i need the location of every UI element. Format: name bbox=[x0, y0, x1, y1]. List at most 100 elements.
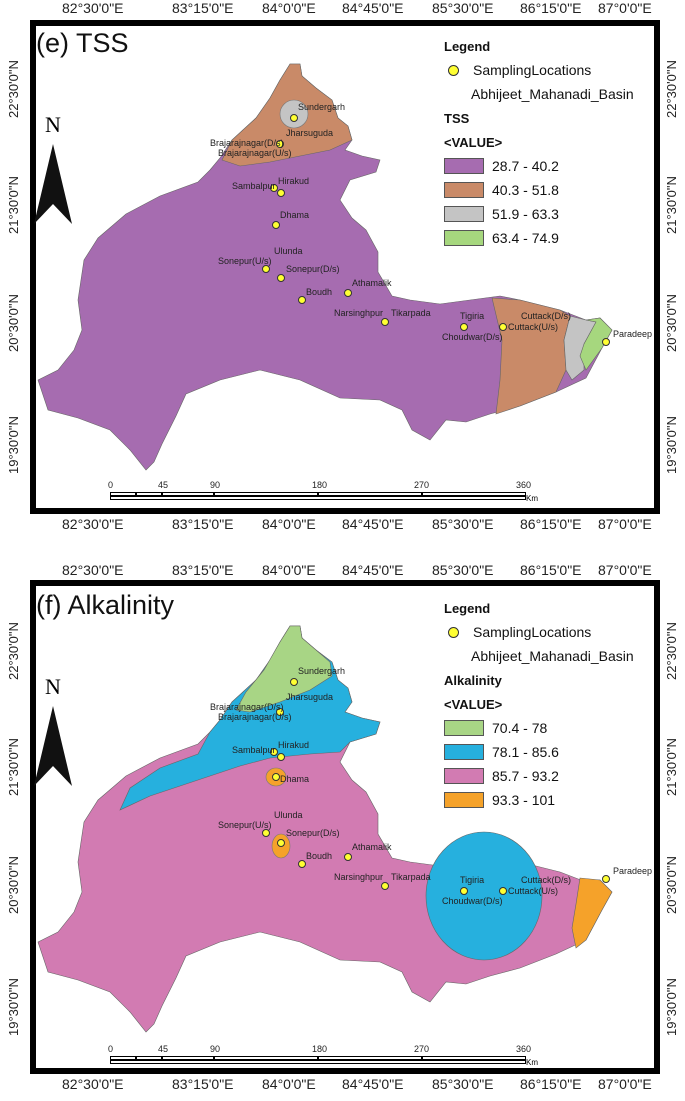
north-arrow: N bbox=[32, 112, 74, 233]
legend-class-row: 63.4 - 74.9 bbox=[444, 226, 656, 250]
site-label: Jharsuguda bbox=[286, 128, 334, 138]
lon-label-top: 86°15'0"E bbox=[520, 562, 582, 578]
lat-label-right: 21°30'0"N bbox=[664, 738, 679, 796]
legend-swatch bbox=[444, 230, 484, 246]
legend-heading: Legend bbox=[444, 38, 491, 54]
scale-tick: 0 bbox=[108, 480, 114, 490]
basin-zone-class2-east bbox=[491, 297, 571, 415]
lat-label-left: 22°30'0"N bbox=[6, 622, 21, 680]
scale-tick: 270 bbox=[414, 480, 430, 490]
site-label: Hirakud bbox=[278, 176, 310, 186]
basin-zone-class2-east bbox=[425, 831, 543, 961]
scale-tick: 90 bbox=[210, 1044, 221, 1054]
scale-segments bbox=[110, 1056, 526, 1065]
site-label: Paradeep bbox=[613, 866, 653, 876]
legend-basin-label: Abhijeet_Mahanadi_Basin bbox=[471, 648, 634, 664]
north-label: N bbox=[45, 674, 61, 699]
legend-sampling-label: SamplingLocations bbox=[473, 624, 592, 640]
map-canvas-alkalinity bbox=[37, 625, 613, 1033]
lat-label-left: 21°30'0"N bbox=[6, 176, 21, 234]
lat-label-left: 20°30'0"N bbox=[6, 294, 21, 352]
lat-label-right: 20°30'0"N bbox=[664, 856, 679, 914]
legend-class-row: 78.1 - 85.6 bbox=[444, 740, 656, 764]
legend-class-row: 40.3 - 51.8 bbox=[444, 178, 656, 202]
lon-label-bottom: 87°0'0"E bbox=[598, 1076, 652, 1092]
scale-tick: 0 bbox=[108, 1044, 114, 1054]
north-arrow-icon bbox=[34, 144, 72, 224]
legend-sampling-label: SamplingLocations bbox=[473, 62, 592, 78]
map-frame-top bbox=[30, 20, 660, 26]
legend-value-label: <VALUE> bbox=[444, 134, 503, 150]
map-frame-right bbox=[654, 20, 660, 514]
scale-tick: 270 bbox=[414, 1044, 430, 1054]
map-frame-bottom bbox=[30, 1068, 660, 1074]
legend-class-row: 51.9 - 63.3 bbox=[444, 202, 656, 226]
site-label: Sonepur(D/s) bbox=[286, 264, 340, 274]
site-label: Ulunda bbox=[274, 246, 303, 256]
scale-tick: 90 bbox=[210, 480, 221, 490]
lon-label-top: 84°0'0"E bbox=[262, 562, 316, 578]
lon-label-top: 86°15'0"E bbox=[520, 0, 582, 16]
site-label: Paradeep bbox=[613, 329, 653, 339]
site-label: Hirakud bbox=[278, 740, 310, 750]
site-label: Choudwar(D/s) bbox=[442, 896, 503, 906]
lon-label-bottom: 86°15'0"E bbox=[520, 516, 582, 532]
legend-swatch bbox=[444, 158, 484, 174]
lon-label-top: 84°45'0"E bbox=[342, 562, 404, 578]
scale-bar: 0 45 90 180 270 360 Km bbox=[108, 1044, 538, 1074]
lat-label-left: 20°30'0"N bbox=[6, 856, 21, 914]
lon-label-bottom: 84°0'0"E bbox=[262, 516, 316, 532]
lon-label-top: 85°30'0"E bbox=[432, 0, 494, 16]
lon-label-bottom: 85°30'0"E bbox=[432, 516, 494, 532]
site-label: Boudh bbox=[306, 851, 333, 861]
scale-segments bbox=[110, 492, 526, 501]
lat-label-left: 19°30'0"N bbox=[6, 416, 21, 474]
lon-label-bottom: 84°45'0"E bbox=[342, 516, 404, 532]
legend-class-label: 40.3 - 51.8 bbox=[492, 182, 559, 198]
lon-label-top: 87°0'0"E bbox=[598, 562, 652, 578]
map-legend: Legend SamplingLocations Abhijeet_Mahana… bbox=[444, 596, 656, 812]
scale-unit: Km bbox=[526, 1058, 538, 1067]
lat-label-left: 22°30'0"N bbox=[6, 60, 21, 118]
site-label: Brajarajnagar(D/s) bbox=[210, 702, 284, 712]
lon-label-top: 83°15'0"E bbox=[172, 0, 234, 16]
legend-class-label: 85.7 - 93.2 bbox=[492, 768, 559, 784]
lon-label-bottom: 83°15'0"E bbox=[172, 516, 234, 532]
site-label: Tigiria bbox=[460, 875, 485, 885]
legend-class-label: 70.4 - 78 bbox=[492, 720, 548, 736]
lon-label-bottom: 85°30'0"E bbox=[432, 1076, 494, 1092]
site-label: Sundergarh bbox=[298, 102, 346, 112]
legend-value-label: <VALUE> bbox=[444, 696, 503, 712]
lon-label-top: 83°15'0"E bbox=[172, 562, 234, 578]
site-label: Boudh bbox=[306, 287, 333, 297]
site-label: Athamalik bbox=[352, 842, 392, 852]
legend-variable-label: TSS bbox=[444, 110, 470, 126]
north-arrow-icon bbox=[34, 706, 72, 786]
sampling-marker-icon bbox=[448, 64, 459, 76]
lat-label-right: 19°30'0"N bbox=[664, 416, 679, 474]
lon-label-bottom: 84°45'0"E bbox=[342, 1076, 404, 1092]
lat-label-right: 22°30'0"N bbox=[664, 60, 679, 118]
lon-label-top: 84°45'0"E bbox=[342, 0, 404, 16]
lat-label-right: 22°30'0"N bbox=[664, 622, 679, 680]
legend-swatch bbox=[444, 768, 484, 784]
map-legend: Legend SamplingLocations Abhijeet_Mahana… bbox=[444, 34, 656, 250]
basin-zone-class4-paradeep bbox=[579, 317, 613, 371]
scale-tick: 45 bbox=[158, 1044, 169, 1054]
legend-class-label: 63.4 - 74.9 bbox=[492, 230, 559, 246]
panel-title: (f) Alkalinity bbox=[36, 590, 175, 620]
site-label: Narsinghpur bbox=[334, 308, 384, 318]
map-frame-bottom bbox=[30, 508, 660, 514]
lon-label-bottom: 82°30'0"E bbox=[62, 1076, 124, 1092]
scale-tick: 45 bbox=[158, 480, 169, 490]
legend-swatch bbox=[444, 792, 484, 808]
lon-label-bottom: 83°15'0"E bbox=[172, 1076, 234, 1092]
site-label: Sambalpur bbox=[232, 745, 276, 755]
legend-swatch bbox=[444, 720, 484, 736]
lat-label-right: 21°30'0"N bbox=[664, 176, 679, 234]
lon-label-top: 85°30'0"E bbox=[432, 562, 494, 578]
site-label: Cuttack(D/s) bbox=[521, 875, 572, 885]
basin-zone-class1 bbox=[37, 63, 613, 471]
lon-label-bottom: 84°0'0"E bbox=[262, 1076, 316, 1092]
